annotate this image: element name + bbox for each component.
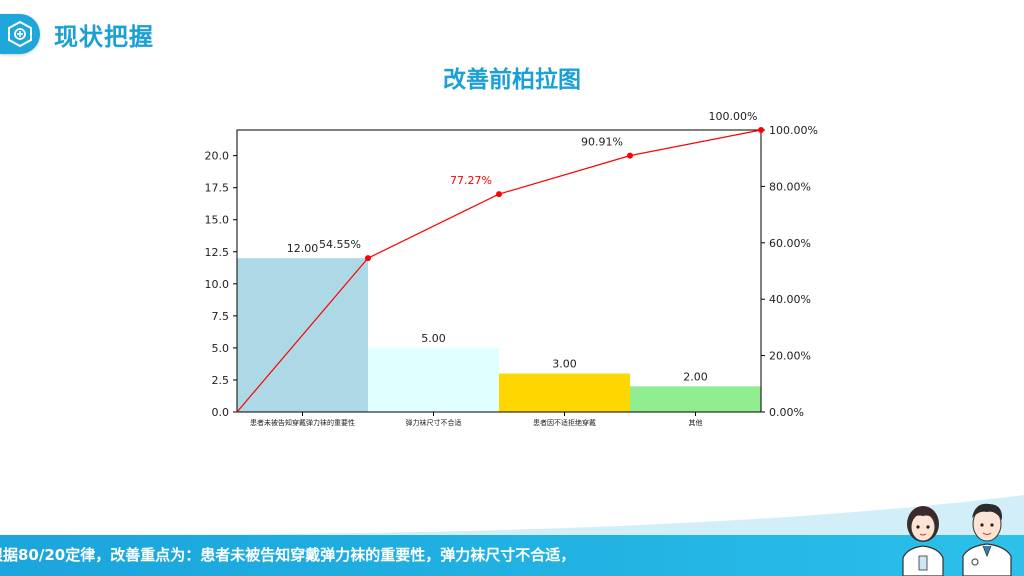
bar-1 [368,347,499,412]
x-tick-label-1: 弹力袜尺寸不合适 [406,418,462,427]
cumulative-point-4 [758,127,764,133]
plot-frame [236,129,762,413]
chart-title: 改善前柏拉图 [443,67,581,93]
decorative-wave [0,495,1024,540]
y2-tick-label-0: 0.00% [769,406,804,419]
y2-tick-label-2: 40.00% [769,293,811,306]
hexagon-icon [8,21,32,47]
cumulative-point-3 [627,152,633,159]
y2-tick-label-3: 60.00% [769,237,811,250]
cumulative-label-3: 90.91% [581,136,623,149]
y-tick-label-0: 0.0 [212,406,230,419]
cumulative-point-1 [365,255,371,262]
x-tick-label-3: 其他 [689,418,703,427]
bar-value-label-1: 5.00 [421,332,446,345]
y-tick-label-7: 17.5 [205,182,230,195]
cumulative-label-1: 54.55% [319,238,361,251]
y-tick-label-3: 7.5 [212,310,230,323]
bar-3 [630,386,761,412]
bar-value-label-0: 12.00 [287,242,319,255]
cumulative-label-2: 77.27% [450,174,492,187]
header: 现状把握 [0,12,154,56]
x-tick-label-0: 患者未被告知穿戴弹力袜的重要性 [250,418,355,427]
bar-value-label-3: 2.00 [683,370,708,383]
y-tick-label-1: 2.5 [212,374,230,387]
cumulative-point-2 [496,191,502,198]
male-doctor-icon [962,503,1012,576]
bar-value-label-2: 3.00 [552,358,577,371]
female-doctor-icon [902,506,944,576]
x-tick-label-2: 患者因不适拒绝穿戴 [533,418,596,427]
footer-text: 根据80/20定律，改善重点为：患者未被告知穿戴弹力袜的重要性，弹力袜尺寸不合适… [0,546,576,564]
y-tick-label-2: 5.0 [212,342,230,355]
y-tick-label-5: 12.5 [205,246,230,259]
y-tick-label-4: 10.0 [205,278,230,291]
doctors-illustration [902,503,1012,576]
y2-tick-label-1: 20.00% [769,350,811,363]
page-title: 现状把握 [54,22,154,51]
logo-badge [0,14,40,54]
bar-2 [499,373,630,412]
footer-band: 根据80/20定律，改善重点为：患者未被告知穿戴弹力袜的重要性，弹力袜尺寸不合适… [0,535,1024,576]
y-tick-label-8: 20.0 [205,150,230,163]
y2-tick-label-5: 100.00% [769,124,818,137]
y-tick-label-6: 15.0 [205,214,230,227]
cumulative-label-4: 100.00% [709,110,758,123]
y2-tick-label-4: 80.00% [769,180,811,193]
